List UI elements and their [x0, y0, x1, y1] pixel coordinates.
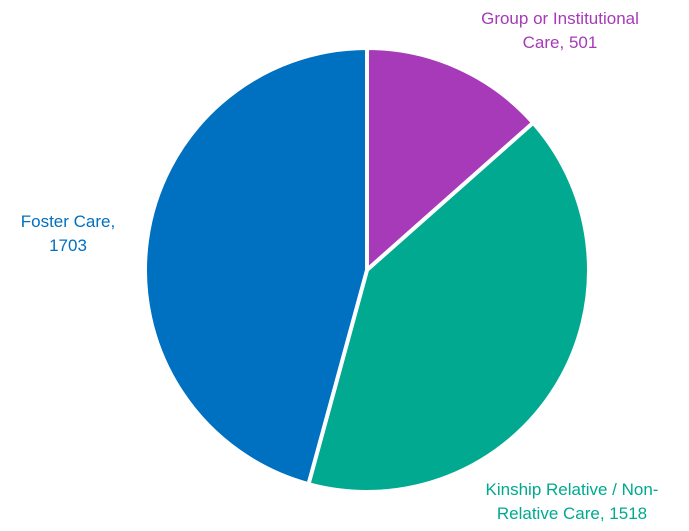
data-label-line: Kinship Relative / Non- [485, 480, 659, 499]
data-label-line: Relative Care, 1518 [496, 504, 648, 523]
data-label-line: Care, 501 [522, 33, 598, 52]
data-label-line: Foster Care, [20, 212, 116, 231]
data-label-foster-care: Foster Care, 1703 [0, 210, 136, 258]
pie-slice-foster-care [143, 46, 369, 487]
data-label-line: Group or Institutional [481, 9, 639, 28]
pie-slice-group-institutional-care [365, 46, 536, 272]
pie-slice-kinship-relative-care [306, 120, 591, 494]
data-label-kinship-relative-care: Kinship Relative / Non- Relative Care, 1… [452, 478, 689, 526]
data-label-group-institutional-care: Group or Institutional Care, 501 [450, 7, 670, 55]
data-label-line: 1703 [49, 236, 87, 255]
